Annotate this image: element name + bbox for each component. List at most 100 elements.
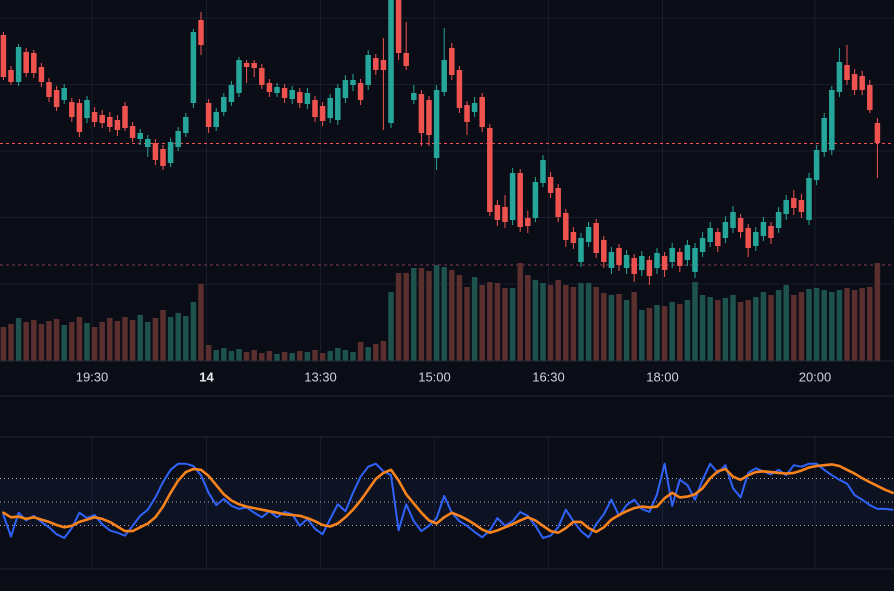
volume-bar: [684, 300, 691, 361]
candle: [722, 216, 729, 243]
volume-bar: [243, 352, 250, 361]
candle: [289, 86, 295, 104]
candle-body: [266, 83, 273, 92]
candle: [46, 78, 52, 102]
volume-bar: [563, 285, 569, 361]
candlestick-series: [0, 0, 881, 285]
volume-bar: [836, 290, 843, 361]
time-axis-label: 14: [199, 370, 214, 385]
candle-body: [228, 85, 235, 102]
candle-body: [342, 80, 349, 98]
candle-body: [737, 218, 744, 232]
candle-body: [585, 227, 592, 242]
volume-bar: [722, 298, 729, 361]
volume-bar: [38, 324, 45, 361]
candle: [829, 86, 835, 155]
candle-body: [91, 112, 98, 122]
volume-bar: [669, 302, 675, 361]
volume-bar: [418, 268, 425, 361]
candle-body: [205, 103, 212, 127]
candle-body: [99, 115, 105, 123]
candle: [69, 98, 75, 122]
candle-body: [175, 131, 181, 147]
candle: [8, 66, 14, 85]
volume-bar: [631, 292, 637, 361]
candle-body: [403, 53, 409, 66]
candle: [91, 107, 98, 127]
volume-bar: [266, 351, 273, 361]
candle: [502, 195, 508, 228]
time-axis-label: 13:30: [304, 370, 337, 385]
candle-body: [152, 143, 159, 160]
candle-body: [53, 90, 60, 107]
candle: [851, 69, 858, 95]
candle: [874, 118, 881, 178]
volume-bar: [183, 316, 189, 361]
candle-body: [867, 85, 873, 110]
volume-bar: [555, 280, 561, 361]
candle-body: [563, 213, 569, 240]
candle: [236, 57, 242, 97]
candle: [730, 206, 736, 233]
volume-bar: [851, 290, 858, 361]
candle-body: [646, 260, 653, 276]
candle-body: [502, 207, 508, 222]
volume-bar: [616, 294, 622, 361]
time-axis[interactable]: 19:30 14 13:30 15:00 16:30 18:00 20:00: [76, 370, 832, 385]
volume-bar: [259, 353, 265, 361]
candle-body: [783, 200, 789, 214]
volume-bar: [874, 263, 881, 361]
candle-body: [380, 60, 387, 70]
volume-bar: [829, 292, 835, 361]
candle-body: [46, 82, 52, 97]
candle: [547, 172, 554, 198]
candle-body: [570, 232, 577, 243]
candle-body: [129, 126, 136, 138]
candle-body: [623, 255, 630, 268]
candle: [198, 12, 204, 55]
candle-body: [8, 70, 14, 82]
candle-body: [851, 74, 858, 90]
candle-body: [631, 258, 637, 274]
candle-body: [236, 60, 242, 93]
candle: [76, 99, 83, 137]
volume-bar: [289, 353, 295, 361]
volume-bar: [707, 297, 713, 361]
candle: [639, 251, 645, 276]
volume-bar: [433, 265, 440, 361]
volume-bar: [798, 292, 805, 361]
candle: [867, 80, 873, 113]
candle-body: [677, 252, 683, 266]
candle-body: [426, 100, 432, 135]
candle-body: [319, 106, 326, 121]
time-axis-label: 20:00: [799, 370, 832, 385]
candle-body: [281, 88, 288, 98]
candle: [243, 60, 250, 83]
volume-bar: [304, 352, 311, 361]
candle-body: [221, 97, 227, 112]
volume-bar: [251, 350, 257, 361]
volume-bar: [350, 352, 356, 361]
candle: [570, 227, 577, 249]
volume-bar: [532, 280, 539, 361]
candle-body: [730, 212, 736, 228]
candle: [844, 45, 850, 85]
candle: [380, 38, 387, 130]
candle: [608, 247, 615, 274]
candle: [365, 50, 371, 90]
candle: [783, 195, 789, 220]
volume-bar: [107, 318, 113, 361]
volume-bar: [525, 275, 531, 361]
candle: [563, 209, 569, 247]
candle: [221, 93, 227, 116]
volume-bar: [737, 302, 744, 361]
volume-bar: [152, 318, 159, 361]
candle-body: [350, 80, 356, 85]
candle: [692, 243, 698, 278]
candle-body: [844, 65, 850, 80]
stochastic-panel[interactable]: [0, 462, 894, 539]
candle-body: [745, 228, 751, 248]
candle: [479, 93, 485, 132]
candle: [745, 224, 751, 257]
